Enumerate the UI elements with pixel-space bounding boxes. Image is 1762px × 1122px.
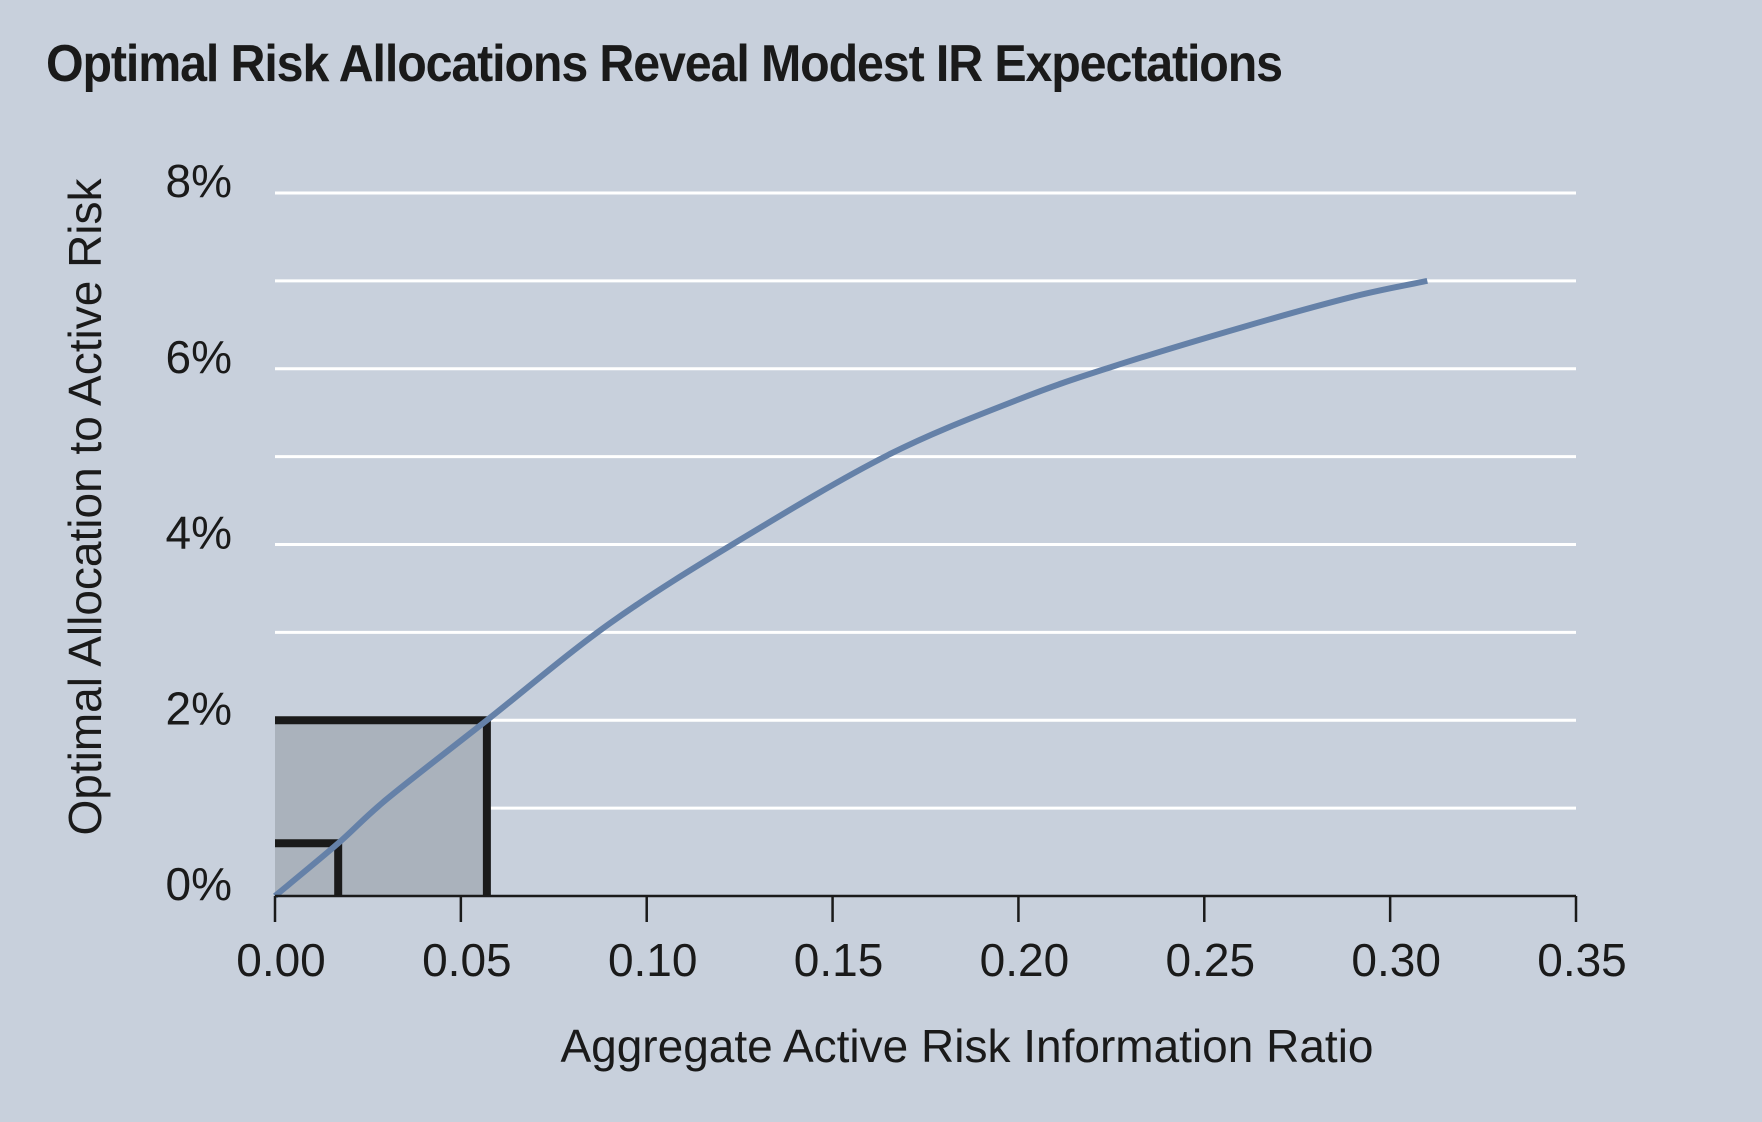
x-tick-labels: 0.00 0.05 0.10 0.15 0.20 0.25 0.30 0.35 bbox=[236, 934, 1627, 986]
x-tick-label: 0.30 bbox=[1351, 934, 1441, 986]
y-tick-label: 8% bbox=[166, 155, 232, 207]
x-tick-label: 0.00 bbox=[236, 934, 326, 986]
gridlines bbox=[275, 191, 1576, 810]
x-tick-label: 0.10 bbox=[608, 934, 698, 986]
y-tick-labels: 0% 2% 4% 6% 8% bbox=[166, 155, 232, 910]
chart-title: Optimal Risk Allocations Reveal Modest I… bbox=[46, 35, 1283, 93]
y-tick-label: 0% bbox=[166, 858, 232, 910]
y-tick-label: 4% bbox=[166, 507, 232, 559]
x-tick-label: 0.05 bbox=[422, 934, 512, 986]
series-line bbox=[273, 277, 1428, 899]
y-axis-label: Optimal Allocation to Active Risk bbox=[59, 177, 111, 835]
y-tick-label: 2% bbox=[166, 682, 232, 734]
x-tick-label: 0.20 bbox=[980, 934, 1070, 986]
series-lines bbox=[273, 277, 1428, 899]
x-axis bbox=[273, 894, 1578, 922]
x-tick-label: 0.35 bbox=[1537, 934, 1627, 986]
x-tick-label: 0.15 bbox=[794, 934, 884, 986]
x-axis-label: Aggregate Active Risk Information Ratio bbox=[560, 1020, 1373, 1072]
x-tick-label: 0.25 bbox=[1166, 934, 1256, 986]
y-tick-label: 6% bbox=[166, 331, 232, 383]
